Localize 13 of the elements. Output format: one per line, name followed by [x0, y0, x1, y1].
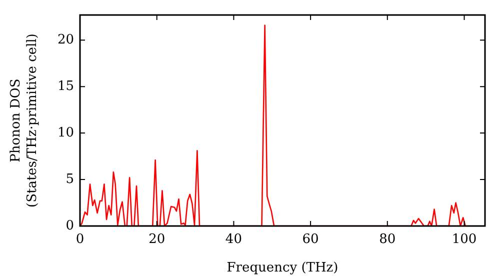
x-axis-title: Frequency (THz) — [226, 260, 338, 276]
y-tick-label: 15 — [57, 78, 74, 94]
y-axis-title: Phonon DOS (States/THz·primitive cell) — [8, 33, 40, 208]
x-tick-label: 20 — [148, 232, 166, 248]
y-tick-label: 5 — [66, 172, 74, 187]
y-tick-label: 20 — [57, 32, 74, 48]
x-tick-label: 0 — [76, 232, 84, 248]
x-tick-label: 60 — [302, 232, 319, 248]
x-tick-label: 40 — [225, 232, 242, 248]
y-tick-label: 0 — [66, 218, 74, 234]
x-tick-label: 100 — [452, 232, 477, 248]
y-tick-label: 10 — [57, 125, 74, 140]
x-tick-label: 80 — [379, 232, 396, 248]
